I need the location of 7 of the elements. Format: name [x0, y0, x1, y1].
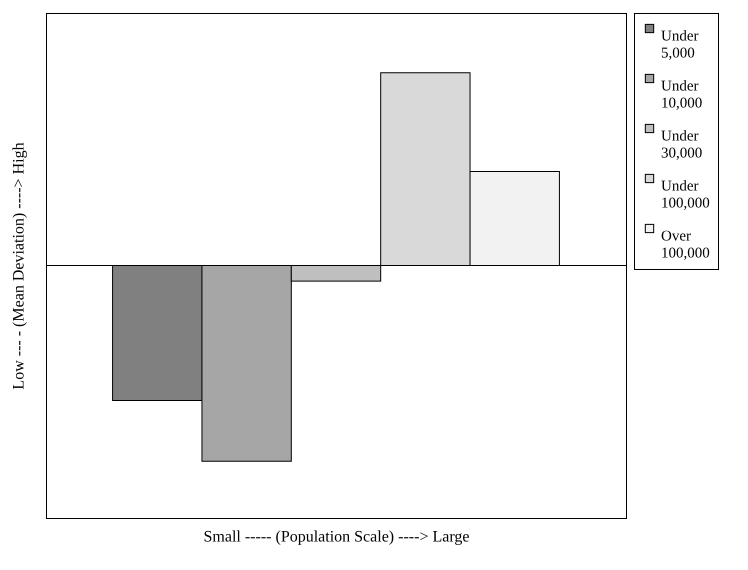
- legend-label: Under 100,000: [661, 178, 710, 212]
- x-axis-title: Small ----- (Population Scale) ----> Large: [204, 528, 470, 546]
- legend-label: Under 5,000: [661, 28, 698, 62]
- y-axis-title: Low --- - (Mean Deviation) ----> High: [10, 142, 28, 390]
- legend-label: Under 30,000: [661, 128, 702, 162]
- legend-label: Over 100,000: [661, 228, 710, 262]
- legend-label: Under 10,000: [661, 78, 702, 112]
